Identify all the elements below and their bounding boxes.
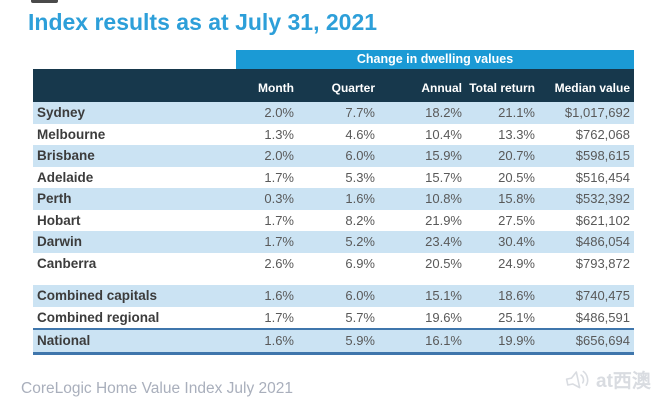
- row-total-return-value: 27.5%: [498, 212, 535, 228]
- row-region-label: Darwin: [37, 234, 83, 249]
- table-row: Perth 0.3% 1.6% 10.8% 15.8% $532,392: [33, 188, 634, 210]
- table-row: Hobart 1.7% 8.2% 21.9% 27.5% $621,102: [33, 209, 634, 231]
- row-total-return-value: 15.8%: [498, 191, 535, 206]
- row-median-value: $532,392: [575, 191, 630, 206]
- table-row: Sydney 2.0% 7.7% 18.2% 21.1% $1,017,692: [33, 102, 634, 124]
- row-annual-value: 15.7%: [425, 169, 462, 185]
- row-quarter-value: 5.3%: [345, 169, 375, 185]
- column-header-region: [33, 95, 236, 102]
- row-quarter-value: 6.0%: [345, 288, 375, 303]
- row-annual-value: 20.5%: [425, 255, 462, 271]
- row-region-label: Combined capitals: [37, 288, 158, 303]
- table-row: Combined regional 1.7% 5.7% 19.6% 25.1% …: [33, 306, 634, 328]
- row-annual-value: 10.8%: [425, 191, 462, 206]
- row-median-value: $762,068: [575, 126, 630, 142]
- row-quarter-value: 5.2%: [345, 234, 375, 249]
- row-annual-value: 10.4%: [425, 126, 462, 142]
- row-annual-value: 19.6%: [425, 309, 462, 325]
- row-annual-value: 18.2%: [425, 105, 462, 120]
- table-row: National 1.6% 5.9% 16.1% 19.9% $656,694: [33, 328, 634, 355]
- row-group-spacer: [33, 274, 634, 285]
- row-total-return-value: 21.1%: [498, 105, 535, 120]
- dwelling-values-table: Change in dwelling values Month Quarter …: [33, 50, 634, 355]
- row-region-label: Adelaide: [37, 169, 94, 185]
- row-median-value: $486,591: [575, 309, 630, 325]
- row-month-value: 1.7%: [264, 234, 294, 249]
- row-median-value: $486,054: [575, 234, 630, 249]
- row-month-value: 1.7%: [264, 212, 294, 228]
- row-total-return-value: 25.1%: [498, 309, 535, 325]
- row-annual-value: 16.1%: [425, 333, 462, 348]
- row-region-label: Sydney: [37, 105, 86, 120]
- row-annual-value: 23.4%: [425, 234, 462, 249]
- row-region-label: Combined regional: [37, 309, 160, 325]
- row-region-label: Brisbane: [37, 148, 95, 163]
- row-month-value: 2.0%: [264, 148, 294, 163]
- row-month-value: 1.6%: [264, 333, 294, 348]
- row-median-value: $516,454: [575, 169, 630, 185]
- row-total-return-value: 24.9%: [498, 255, 535, 271]
- watermark-text: at西澳: [596, 371, 651, 392]
- row-month-value: 1.7%: [264, 169, 294, 185]
- watermark: at西澳: [563, 366, 651, 393]
- row-month-value: 1.3%: [264, 126, 294, 142]
- row-median-value: $740,475: [575, 288, 630, 303]
- top-edge-artifact: [31, 0, 58, 3]
- speaker-icon: [563, 367, 591, 393]
- row-median-value: $621,102: [575, 212, 630, 228]
- row-month-value: 1.7%: [264, 309, 294, 325]
- table-row: Canberra 2.6% 6.9% 20.5% 24.9% $793,872: [33, 252, 634, 274]
- row-total-return-value: 13.3%: [498, 126, 535, 142]
- source-caption: CoreLogic Home Value Index July 2021: [21, 380, 293, 397]
- row-region-label: Hobart: [37, 212, 81, 228]
- row-quarter-value: 5.7%: [345, 309, 375, 325]
- row-median-value: $598,615: [575, 148, 630, 163]
- column-header-quarter: Quarter: [331, 81, 375, 95]
- row-quarter-value: 6.0%: [345, 148, 375, 163]
- row-annual-value: 21.9%: [425, 212, 462, 228]
- row-total-return-value: 30.4%: [498, 234, 535, 249]
- row-median-value: $656,694: [575, 333, 630, 348]
- row-quarter-value: 8.2%: [345, 212, 375, 228]
- row-quarter-value: 6.9%: [345, 255, 375, 271]
- table-header-row: Month Quarter Annual Total return Median…: [33, 69, 634, 102]
- row-annual-value: 15.1%: [425, 288, 462, 303]
- column-header-annual: Annual: [421, 81, 462, 95]
- row-region-label: National: [37, 333, 91, 348]
- table-row: Adelaide 1.7% 5.3% 15.7% 20.5% $516,454: [33, 166, 634, 188]
- column-header-month: Month: [258, 81, 294, 95]
- row-quarter-value: 1.6%: [345, 191, 375, 206]
- table-row: Darwin 1.7% 5.2% 23.4% 30.4% $486,054: [33, 231, 634, 253]
- row-quarter-value: 7.7%: [345, 105, 375, 120]
- column-header-total-return: Total return: [469, 81, 535, 95]
- table-row: Brisbane 2.0% 6.0% 15.9% 20.7% $598,615: [33, 145, 634, 167]
- row-annual-value: 15.9%: [425, 148, 462, 163]
- column-header-median-value: Median value: [554, 81, 630, 95]
- row-region-label: Perth: [37, 191, 72, 206]
- row-month-value: 2.6%: [264, 255, 294, 271]
- row-total-return-value: 19.9%: [498, 333, 535, 348]
- row-total-return-value: 20.7%: [498, 148, 535, 163]
- row-month-value: 0.3%: [264, 191, 294, 206]
- row-region-label: Canberra: [37, 255, 97, 271]
- row-median-value: $1,017,692: [564, 105, 630, 120]
- table-body: Sydney 2.0% 7.7% 18.2% 21.1% $1,017,692 …: [33, 102, 634, 355]
- row-quarter-value: 5.9%: [345, 333, 375, 348]
- table-row: Melbourne 1.3% 4.6% 10.4% 13.3% $762,068: [33, 123, 634, 145]
- row-median-value: $793,872: [575, 255, 630, 271]
- row-total-return-value: 20.5%: [498, 169, 535, 185]
- row-month-value: 2.0%: [264, 105, 294, 120]
- row-region-label: Melbourne: [37, 126, 106, 142]
- row-month-value: 1.6%: [264, 288, 294, 303]
- row-total-return-value: 18.6%: [498, 288, 535, 303]
- table-group-header: Change in dwelling values: [236, 50, 634, 69]
- row-quarter-value: 4.6%: [345, 126, 375, 142]
- table-row: Combined capitals 1.6% 6.0% 15.1% 18.6% …: [33, 285, 634, 307]
- page-title: Index results as at July 31, 2021: [28, 9, 378, 35]
